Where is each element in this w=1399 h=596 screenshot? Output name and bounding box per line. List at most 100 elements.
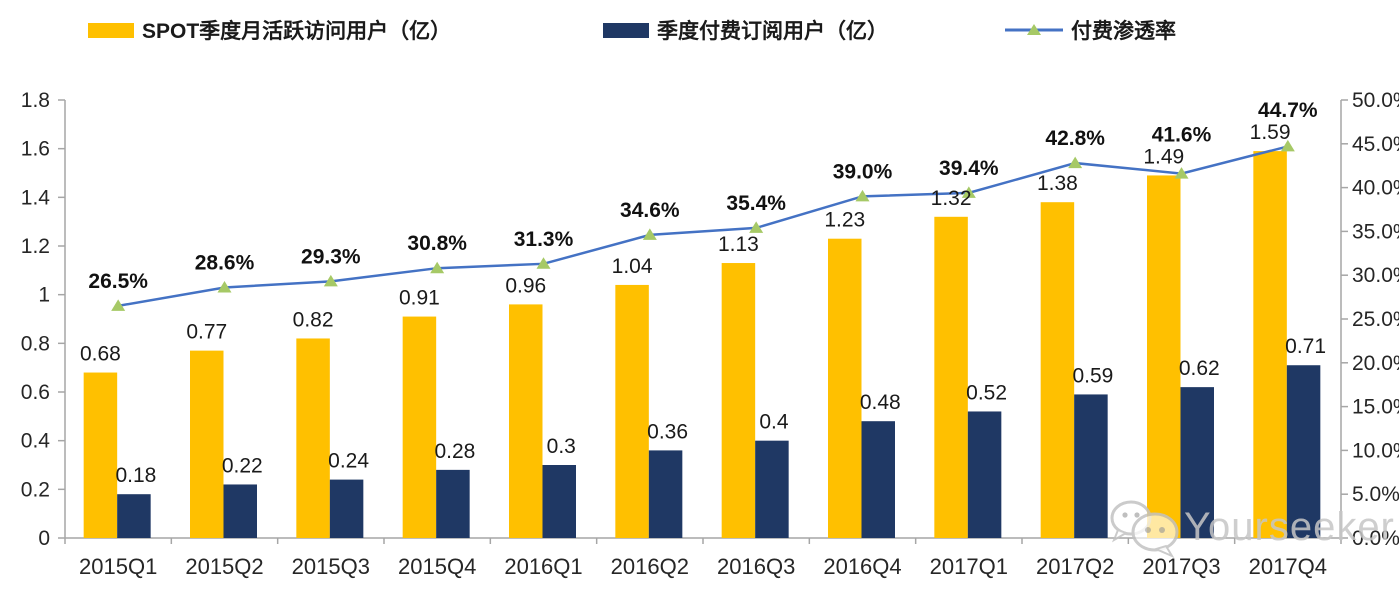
bar-paid-2016Q4: [861, 421, 895, 538]
mau-value-label: 1.32: [931, 187, 972, 210]
mau-series-swatch: [88, 22, 134, 38]
paid-value-label: 0.3: [547, 435, 576, 458]
paid-value-label: 0.71: [1285, 335, 1326, 358]
mau-value-label: 1.13: [718, 233, 759, 256]
x-axis-label: 2016Q3: [717, 554, 795, 579]
x-axis-label: 2016Q2: [611, 554, 689, 579]
penetration-value-label: 34.6%: [620, 199, 680, 222]
penetration-marker-2017Q4: [1280, 139, 1295, 152]
x-axis-label: 2015Q3: [292, 554, 370, 579]
bar-paid-2016Q3: [755, 440, 789, 538]
bar-mau-2016Q1: [509, 304, 543, 538]
mau-value-label: 1.49: [1143, 145, 1184, 168]
penetration-value-label: 44.7%: [1258, 99, 1318, 122]
x-axis-label: 2017Q3: [1142, 554, 1220, 579]
x-axis-label: 2017Q4: [1249, 554, 1327, 579]
penetration-marker-2015Q3: [323, 274, 338, 287]
left-axis-tick-label: 0.6: [21, 381, 50, 404]
mau-value-label: 0.82: [293, 308, 334, 331]
right-axis-tick-label: 45.0%: [1352, 133, 1399, 156]
penetration-marker-2017Q3: [1174, 167, 1189, 179]
penetration-marker-2015Q1: [111, 299, 126, 311]
bar-mau-2015Q2: [190, 350, 224, 538]
left-axis-tick-label: 0.8: [21, 332, 50, 355]
penetration-series-label: 付费渗透率: [1071, 20, 1176, 43]
right-axis-tick-label: 0.0%: [1352, 527, 1399, 550]
mau-value-label: 1.59: [1250, 121, 1291, 144]
mau-value-label: 0.96: [505, 274, 546, 297]
right-axis-tick-label: 35.0%: [1352, 220, 1399, 243]
right-axis-tick-label: 5.0%: [1352, 483, 1399, 506]
penetration-value-label: 31.3%: [514, 228, 574, 251]
penetration-marker-2015Q4: [430, 261, 445, 274]
right-axis-tick-label: 15.0%: [1352, 396, 1399, 419]
legend-item-mau: SPOT季度月活跃访问用户（亿）: [88, 12, 451, 48]
paid-value-label: 0.24: [328, 450, 369, 473]
bar-paid-2016Q1: [542, 465, 576, 538]
penetration-value-label: 39.0%: [833, 160, 893, 183]
left-axis-tick-label: 1.8: [21, 89, 50, 112]
left-axis-tick-label: 1: [38, 284, 50, 307]
x-axis-label: 2015Q1: [79, 554, 157, 579]
bar-mau-2015Q4: [402, 316, 437, 538]
watermark: Yourseeker: [1104, 494, 1395, 560]
bar-mau-2017Q4: [1253, 151, 1287, 538]
bar-paid-2017Q1: [967, 411, 1002, 538]
penetration-marker-2016Q4: [855, 189, 870, 202]
penetration-value-label: 42.8%: [1045, 127, 1105, 150]
bar-paid-2015Q2: [223, 484, 257, 538]
paid-value-label: 0.18: [115, 464, 156, 487]
bar-paid-2017Q3: [1180, 387, 1214, 538]
mau-value-label: 0.91: [399, 287, 440, 310]
mau-value-label: 1.04: [612, 255, 653, 278]
bar-mau-2017Q3: [1147, 175, 1181, 538]
right-axis-tick-label: 20.0%: [1352, 352, 1399, 375]
paid-value-label: 0.4: [759, 411, 789, 434]
bar-paid-2016Q2: [648, 450, 683, 538]
penetration-marker-2016Q1: [536, 257, 551, 269]
bar-mau-2016Q2: [615, 284, 649, 538]
x-axis-label: 2017Q1: [930, 554, 1008, 579]
paid-value-label: 0.22: [222, 454, 263, 477]
left-axis-tick-label: 0.2: [21, 478, 50, 501]
left-axis-tick-label: 1.6: [21, 138, 50, 161]
penetration-value-label: 35.4%: [726, 192, 786, 215]
penetration-value-label: 28.6%: [195, 251, 255, 274]
left-axis-tick-label: 0.4: [21, 430, 51, 453]
x-axis-label: 2016Q4: [823, 554, 901, 579]
right-axis-tick-label: 10.0%: [1352, 439, 1399, 462]
bar-mau-2015Q1: [83, 372, 118, 538]
left-axis-tick-label: 1.2: [21, 235, 50, 258]
penetration-marker-2017Q2: [1068, 156, 1083, 169]
paid-value-label: 0.36: [647, 420, 688, 443]
mau-series-label: SPOT季度月活跃访问用户（亿）: [142, 20, 452, 43]
bar-paid-2017Q2: [1074, 394, 1108, 538]
penetration-marker-2017Q1: [961, 186, 976, 198]
left-axis-tick-label: 0: [38, 527, 50, 550]
right-axis-tick-label: 40.0%: [1352, 177, 1399, 200]
paid-value-label: 0.62: [1179, 357, 1220, 380]
penetration-marker-2016Q3: [749, 221, 764, 233]
wechat-icon: [1110, 500, 1179, 559]
paid-value-label: 0.28: [434, 440, 475, 463]
bar-mau-2017Q1: [934, 216, 968, 539]
x-axis-label: 2015Q2: [185, 554, 263, 579]
x-axis-label: 2017Q2: [1036, 554, 1114, 579]
bar-paid-2015Q3: [329, 479, 364, 538]
right-axis-tick-label: 50.0%: [1352, 89, 1399, 112]
paid-series-swatch: [603, 22, 649, 38]
legend-item-penetration: 付费渗透率: [1005, 12, 1176, 48]
right-axis-tick-label: 25.0%: [1352, 308, 1399, 331]
paid-value-label: 0.59: [1072, 364, 1113, 387]
paid-value-label: 0.52: [966, 381, 1007, 404]
left-axis-tick-label: 1.4: [21, 186, 51, 209]
penetration-value-label: 39.4%: [939, 157, 999, 180]
mau-value-label: 0.77: [186, 321, 227, 344]
paid-value-label: 0.48: [860, 391, 901, 414]
watermark-text: Yourseeker: [1184, 504, 1395, 549]
penetration-series-swatch: [1005, 24, 1063, 35]
bar-paid-2015Q1: [117, 494, 151, 538]
penetration-value-label: 30.8%: [407, 232, 467, 255]
penetration-marker-2015Q2: [217, 280, 232, 293]
